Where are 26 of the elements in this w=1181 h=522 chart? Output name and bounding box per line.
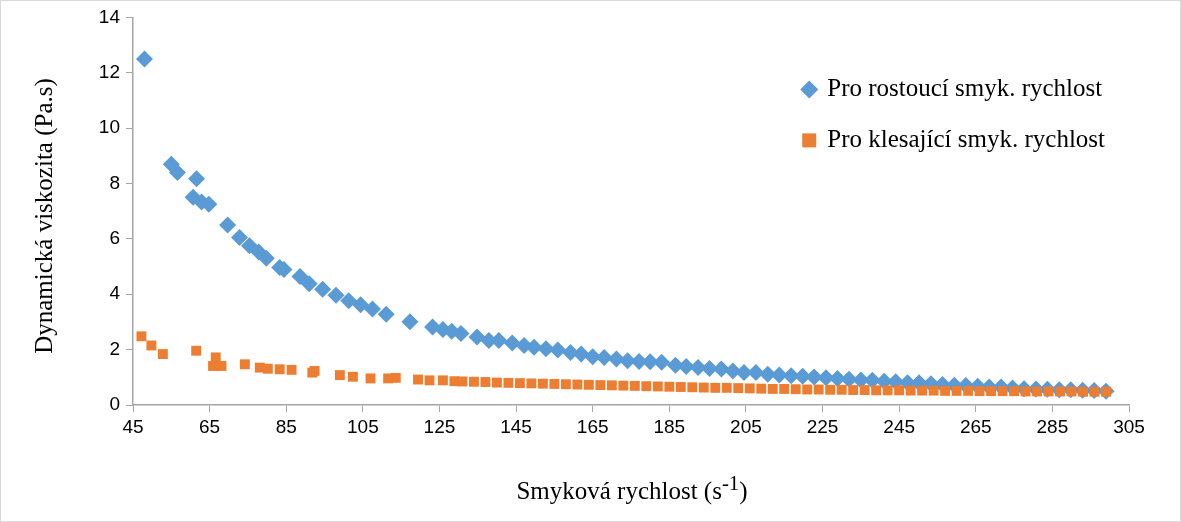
x-tick-label: 165	[576, 415, 609, 437]
x-tick-label: 265	[959, 415, 992, 437]
x-tick-label: 205	[730, 415, 762, 437]
y-tick-label: 4	[109, 282, 121, 304]
x-axis-title: Smyková rychlost (s$^{-1}$)	[515, 471, 749, 506]
x-tick-label: 85	[275, 415, 297, 437]
x-tick-label: 185	[653, 415, 686, 437]
x-tick-label: 305	[1113, 415, 1145, 437]
x-tick-label: 225	[806, 415, 839, 437]
y-tick-label: 10	[98, 116, 120, 138]
y-tick-label: 8	[109, 171, 120, 193]
y-tick-label: 2	[109, 337, 120, 359]
x-tick-label: 45	[122, 415, 144, 437]
x-tick-label: 65	[199, 415, 221, 437]
legend-label: Pro rostoucí smyk. rychlost	[827, 73, 1103, 101]
x-tick-label: 145	[500, 415, 532, 437]
x-tick-label: 285	[1036, 415, 1069, 437]
legend-label: Pro klesající smyk. rychlost	[827, 124, 1106, 152]
x-tick-label: 125	[423, 415, 456, 437]
x-tick-label: 105	[346, 415, 379, 437]
x-tick-label: 245	[883, 415, 916, 437]
y-tick-label: 14	[98, 5, 121, 27]
y-tick-label: 12	[98, 61, 120, 83]
y-tick-label: 6	[109, 227, 120, 249]
y-axis-title: Dynamická viskozita (Pa.s)	[30, 78, 58, 354]
y-tick-label: 0	[109, 393, 120, 415]
